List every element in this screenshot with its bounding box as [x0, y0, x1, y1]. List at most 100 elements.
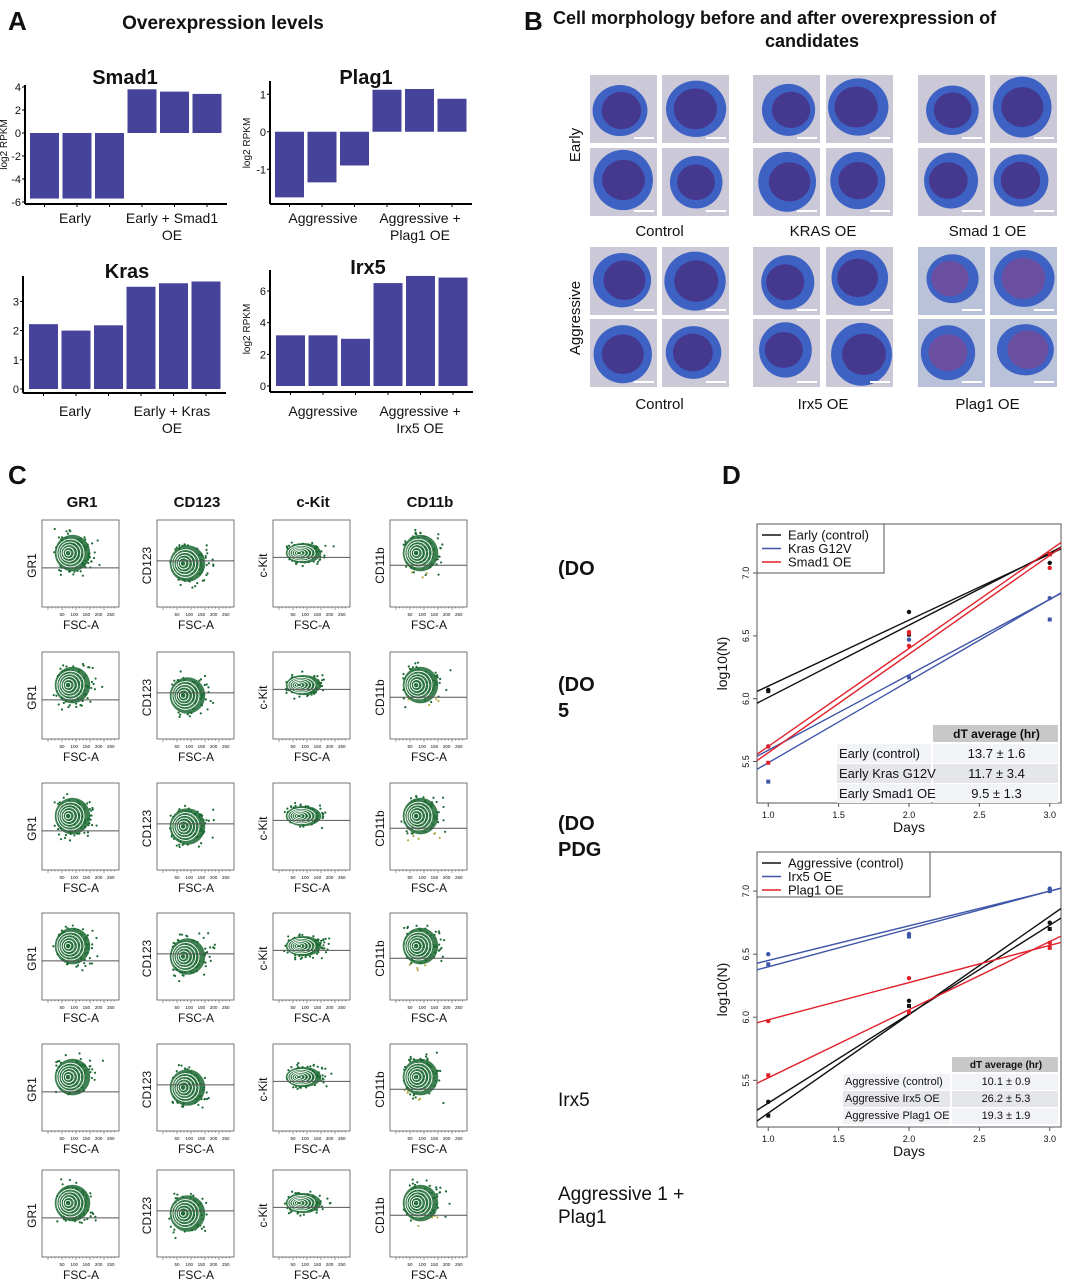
event-dot [322, 812, 325, 815]
x-axis-label: FSC-A [294, 881, 330, 895]
bar [126, 286, 156, 389]
cell-nucleus [928, 334, 968, 372]
flow-plot: 50 100 150 200 250 FSC-A CD11b [373, 651, 468, 764]
micrograph [590, 75, 657, 143]
event-dot [68, 529, 71, 532]
event-dot [309, 1190, 312, 1193]
event-dot [324, 544, 327, 547]
row-label: (DO [558, 674, 595, 696]
cell-nucleus [768, 162, 811, 202]
event-dot [439, 938, 442, 941]
event-dot [324, 951, 328, 954]
event-dot [296, 1087, 299, 1090]
x-tick-label: 250 [455, 875, 463, 880]
density-core [54, 666, 91, 704]
bar-chart-plag1: Plag1 log2 RPKM-1 0 1 Aggressive Aggressive +… [242, 67, 472, 243]
row-label: 5 [558, 700, 569, 722]
y-axis-label: CD123 [140, 810, 154, 848]
event-dot [91, 808, 94, 811]
event-dot [57, 536, 61, 539]
micrograph [826, 148, 893, 216]
event-dot [196, 582, 199, 585]
y-tick-label: 1 [13, 355, 19, 367]
event-dot [299, 957, 302, 960]
x-tick-label: 100 [185, 875, 193, 880]
bar-chart-smad1: Smad1 log2 RPKM -6 -4 -2 0 2 4 Early Early + Smad… [0, 67, 227, 243]
event-dot [328, 937, 331, 940]
event-dot [402, 697, 405, 700]
event-dot [59, 573, 62, 576]
x-tick-label: 200 [210, 744, 218, 749]
event-dot [405, 830, 408, 833]
y-tick-label: 4 [260, 318, 266, 330]
event-dot [60, 1178, 63, 1181]
event-dot [425, 1053, 428, 1056]
event-dot [293, 697, 296, 700]
event-dot [332, 545, 335, 548]
y-tick-label: -6 [11, 197, 21, 209]
x-tick-label: 250 [222, 875, 230, 880]
y-axis-label: c-Kit [256, 1203, 270, 1228]
contour [171, 681, 200, 710]
event-dot [426, 1057, 429, 1060]
cell-nucleus [1007, 330, 1049, 370]
x-axis-label: FSC-A [63, 881, 99, 895]
event-dot [434, 930, 437, 933]
event-dot [59, 569, 62, 573]
event-dot [91, 1211, 94, 1214]
event-dot [320, 826, 324, 830]
x-tick-label: 200 [326, 744, 334, 749]
event-dot [212, 808, 215, 811]
cell-nucleus [838, 161, 878, 200]
x-tick-label: 50 [174, 1005, 180, 1010]
event-dot [424, 1055, 428, 1058]
contour [289, 546, 313, 560]
event-dot [204, 554, 207, 558]
y-tick-label: 1 [260, 89, 266, 101]
panel-a-title: Overexpression levels [122, 13, 324, 34]
event-dot [186, 713, 189, 716]
event-dot [56, 1220, 59, 1223]
cell-nucleus [677, 164, 715, 201]
event-dot [411, 666, 415, 669]
event-dot [285, 691, 288, 694]
event-dot [437, 949, 441, 952]
event-dot [324, 1075, 327, 1078]
x-axis-label: FSC-A [63, 1011, 99, 1025]
bar [192, 93, 222, 133]
contour [287, 676, 316, 694]
event-dot [96, 955, 99, 958]
event-dot [407, 665, 410, 668]
event-dot [60, 708, 64, 711]
event-dot [203, 674, 207, 678]
event-dot [441, 955, 444, 958]
group-label: OE [162, 420, 182, 436]
event-dot [57, 703, 60, 706]
x-tick-label: 50 [290, 744, 296, 749]
x-tick-label: 250 [338, 1136, 346, 1141]
x-tick-label: 50 [407, 744, 413, 749]
event-dot [414, 528, 417, 532]
event-dot [304, 955, 307, 959]
event-dot [415, 533, 418, 536]
event-dot [66, 793, 69, 796]
event-dot [286, 951, 289, 954]
event-dot [319, 807, 322, 810]
event-dot [205, 544, 208, 547]
event-dot [298, 933, 301, 937]
x-axis-label: FSC-A [178, 750, 214, 764]
event-dot [298, 695, 301, 698]
x-tick-label: 100 [70, 1262, 78, 1267]
event-dot [79, 703, 82, 707]
flow-plot: 50 100 150 200 250 FSC-A c-Kit [256, 1169, 351, 1280]
event-dot [64, 1054, 67, 1057]
x-tick-label: 200 [443, 1136, 451, 1141]
event-dot [168, 1217, 171, 1220]
y-axis-label: log2 RPKM [242, 118, 253, 169]
density-core [285, 543, 322, 564]
contour [58, 541, 82, 565]
bar [29, 324, 58, 389]
event-dot [402, 672, 405, 676]
micrograph [590, 247, 657, 315]
x-tick-label: 250 [222, 744, 230, 749]
